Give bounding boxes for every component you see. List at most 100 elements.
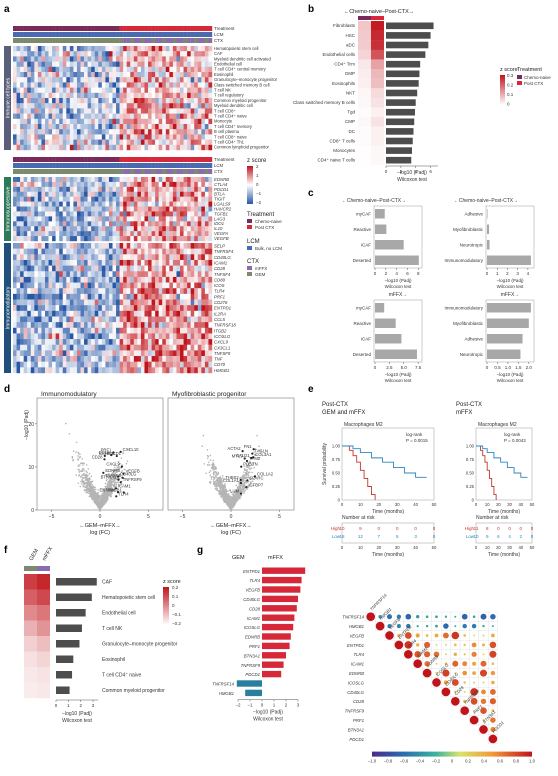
- a-heat-cell: [34, 322, 38, 328]
- a-heat-cell: [148, 114, 152, 119]
- a-heat-cell: [49, 350, 53, 356]
- a-heat-cell: [137, 226, 141, 231]
- a-heat-cell: [84, 114, 88, 119]
- a-heat-cell: [49, 182, 53, 187]
- a-heat-cell: [191, 77, 195, 82]
- a-heat-cell: [148, 356, 152, 362]
- a-heat-cell: [120, 328, 124, 334]
- a-heat-cell: [187, 211, 191, 216]
- a-heat-cell: [194, 145, 198, 150]
- c-tick-label: 0: [374, 365, 377, 370]
- a-heat-cell: [63, 88, 67, 93]
- a-heat-cell: [59, 211, 63, 216]
- a-heat-cell: [34, 236, 38, 241]
- a-heat-cell: [201, 231, 205, 236]
- a-heat-cell: [77, 51, 81, 56]
- b-tick-label: 0: [385, 169, 388, 174]
- a-heat-cell: [77, 322, 81, 328]
- b-heat-post: [371, 59, 384, 69]
- d-plot-title: Myofibroblastic progenitor: [172, 391, 247, 398]
- a-heat-cell: [27, 124, 31, 129]
- a-heat-cell: [201, 328, 205, 334]
- a-heat-cell: [116, 283, 120, 289]
- c-row-label: Immunomodulatory: [444, 305, 483, 310]
- a-heat-cell: [31, 192, 35, 197]
- a-heat-cell: [52, 283, 56, 289]
- a-annot-ctx-cell: [20, 38, 24, 43]
- a-heat-cell: [88, 77, 92, 82]
- a-heat-cell: [56, 207, 60, 212]
- a-annot-ctx-cell: [184, 169, 188, 174]
- a-heat-cell: [169, 254, 173, 260]
- a-heat-cell: [137, 283, 141, 289]
- a-heat-cell: [127, 350, 131, 356]
- a-heat-cell: [88, 140, 92, 145]
- a-heat-cell: [208, 202, 212, 207]
- a-group-label-modulatory: Immunomodulatory: [6, 286, 12, 329]
- a-heat-cell: [52, 236, 56, 241]
- a-heat-cell: [134, 345, 138, 351]
- a-modulatory-row-label: CD28: [214, 266, 226, 271]
- a-heat-cell: [73, 77, 77, 82]
- a-heat-cell: [24, 356, 28, 362]
- a-heat-cell: [20, 93, 24, 98]
- a-heat-cell: [56, 271, 60, 277]
- d-point: [112, 481, 114, 483]
- a-heat-cell: [194, 216, 198, 221]
- a-annot-ctx-cell: [144, 169, 148, 174]
- a-heat-cell: [198, 322, 202, 328]
- a-heat-cell: [77, 187, 81, 192]
- c-row-label: Myofibroblastic: [453, 227, 484, 232]
- a-heat-cell: [184, 140, 188, 145]
- a-heat-cell: [113, 322, 117, 328]
- a-heat-cell: [38, 356, 42, 362]
- a-heat-cell: [81, 254, 85, 260]
- a-annot-lcm-cell: [130, 32, 134, 37]
- a-annot-treatment-cell: [77, 26, 81, 31]
- a-heat-cell: [63, 82, 67, 87]
- b-zscore-ticks: 0.30.20.10: [507, 73, 514, 107]
- a-heat-cell: [166, 72, 170, 77]
- d-point: [83, 468, 85, 470]
- a-heat-cell: [205, 254, 209, 260]
- a-heat-cell: [120, 221, 124, 226]
- b-heat-post: [371, 127, 384, 137]
- a-heat-cell: [141, 88, 145, 93]
- a-heat-cell: [141, 350, 145, 356]
- a-heat-cell: [205, 236, 209, 241]
- a-annot-lcm-cell: [176, 163, 180, 168]
- a-heat-cell: [120, 211, 124, 216]
- a-heat-cell: [56, 328, 60, 334]
- a-heat-cell: [73, 182, 77, 187]
- a-heat-cell: [88, 277, 92, 283]
- a-heat-cell: [105, 187, 109, 192]
- a-heat-cell: [159, 129, 163, 134]
- b-heat-post: [371, 21, 384, 31]
- a-heat-cell: [162, 129, 166, 134]
- b-row-label: Monocytes: [333, 148, 356, 153]
- a-heat-cell: [73, 82, 77, 87]
- a-heat-cell: [91, 322, 95, 328]
- a-heat-cell: [187, 56, 191, 61]
- a-heat-cell: [38, 328, 42, 334]
- a-annot-treatment-cell: [109, 26, 113, 31]
- a-heat-cell: [123, 328, 127, 334]
- a-heat-cell: [116, 288, 120, 294]
- a-heat-cell: [123, 316, 127, 322]
- a-heat-cell: [205, 140, 209, 145]
- a-heat-cell: [41, 177, 45, 182]
- a-heat-cell: [41, 51, 45, 56]
- a-annot-treatment-cell: [148, 157, 152, 162]
- a-heat-cell: [38, 56, 42, 61]
- a-heat-cell: [70, 221, 74, 226]
- a-heat-cell: [137, 231, 141, 236]
- a-heat-cell: [98, 197, 102, 202]
- a-heat-cell: [176, 177, 180, 182]
- a-heat-cell: [13, 283, 17, 289]
- a-heat-cell: [27, 46, 31, 51]
- a-heat-cell: [95, 249, 99, 255]
- a-heat-cell: [137, 119, 141, 124]
- a-heat-cell: [191, 46, 195, 51]
- a-bot-annot-treatment: Treatment: [214, 157, 235, 162]
- a-heat-cell: [98, 322, 102, 328]
